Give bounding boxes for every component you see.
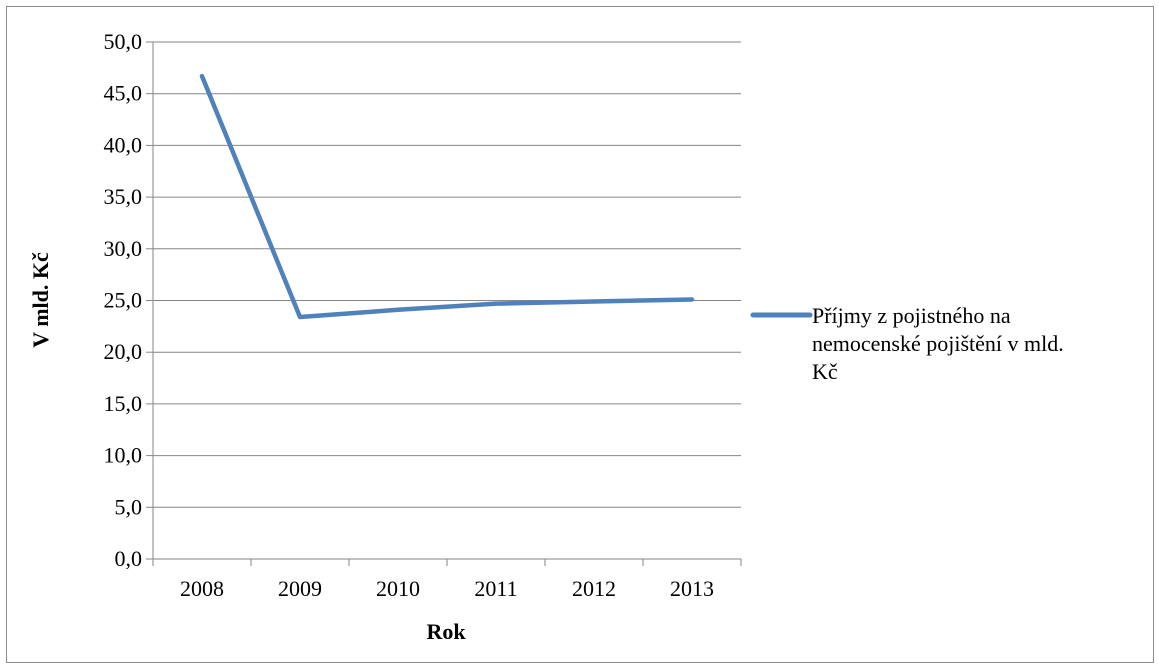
x-tick-label: 2011 xyxy=(474,576,517,601)
legend-label: Příjmy z pojistného na nemocenské pojišt… xyxy=(812,303,1069,384)
series-line xyxy=(199,73,695,320)
axes xyxy=(146,41,742,566)
x-tick-labels: 2008 2009 2010 2011 2012 2013 xyxy=(180,576,714,601)
x-tick-label: 2009 xyxy=(278,576,322,601)
y-tick-label: 20,0 xyxy=(104,339,143,364)
y-tick-label: 0,0 xyxy=(115,546,143,571)
y-tick-label: 45,0 xyxy=(104,81,143,106)
y-tick-labels: 0,0 5,0 10,0 15,0 20,0 25,0 30,0 35,0 40,0 45,0 50… xyxy=(104,29,143,571)
y-tick-label: 25,0 xyxy=(104,288,143,313)
y-axis-title: V mld. Kč xyxy=(28,252,53,348)
y-tick-label: 35,0 xyxy=(104,184,143,209)
x-tick-label: 2013 xyxy=(670,576,714,601)
y-tick-label: 5,0 xyxy=(115,494,143,519)
x-tick-label: 2012 xyxy=(572,576,616,601)
x-tick-label: 2010 xyxy=(376,576,420,601)
legend-label-line-3: Kč xyxy=(812,359,838,384)
y-tick-label: 40,0 xyxy=(104,132,143,157)
y-tick-label: 30,0 xyxy=(104,236,143,261)
x-tick-label: 2008 xyxy=(180,576,224,601)
y-tick-label: 50,0 xyxy=(104,29,143,54)
chart-frame xyxy=(6,6,1154,663)
legend-label-line-2: nemocenské pojištění v mld. xyxy=(812,331,1064,356)
x-axis-title: Rok xyxy=(426,619,466,644)
legend: Příjmy z pojistného na nemocenské pojišt… xyxy=(750,303,1069,384)
gridlines xyxy=(153,41,741,508)
y-tick-label: 15,0 xyxy=(104,391,143,416)
series-layer xyxy=(199,73,695,320)
y-tick-label: 10,0 xyxy=(104,443,143,468)
legend-label-line-1: Příjmy z pojistného na xyxy=(812,303,1011,328)
